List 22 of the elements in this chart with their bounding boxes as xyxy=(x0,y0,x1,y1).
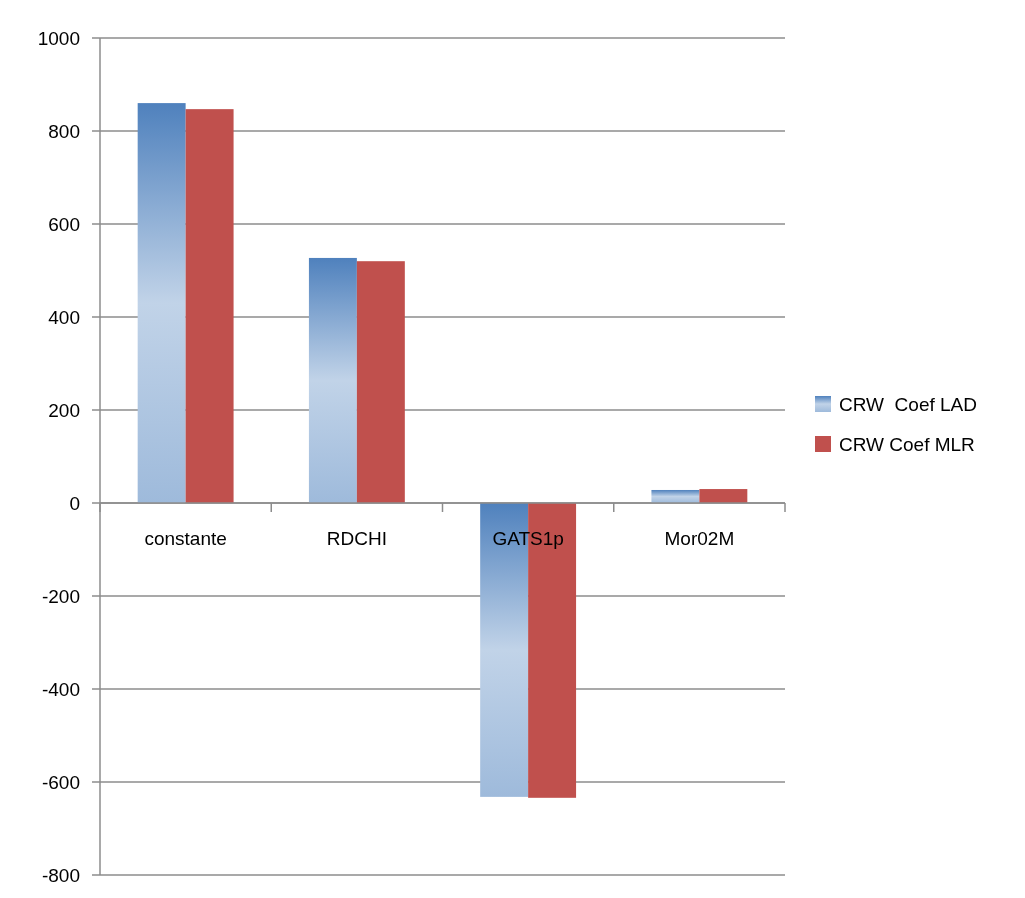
x-tick-label: RDCHI xyxy=(326,528,387,549)
y-tick-label: -200 xyxy=(41,585,80,607)
bar xyxy=(651,489,700,503)
bar xyxy=(185,109,234,503)
y-tick-label: 600 xyxy=(48,213,80,235)
legend-label: CRW Coef LAD xyxy=(839,393,977,415)
y-tick-label: 400 xyxy=(48,306,80,328)
y-tick-label: 200 xyxy=(48,399,80,421)
bar xyxy=(308,257,357,503)
y-tick-label: 1000 xyxy=(37,27,80,49)
y-tick-label: 800 xyxy=(48,120,80,142)
x-tick-label: constante xyxy=(144,528,227,549)
bar xyxy=(137,103,186,503)
y-tick-label: 0 xyxy=(69,492,80,514)
y-tick-label: -800 xyxy=(41,864,80,886)
x-tick-label: Mor02M xyxy=(664,528,735,549)
legend-label: CRW Coef MLR xyxy=(839,433,975,455)
x-tick-label: GATS1p xyxy=(492,528,564,549)
bar xyxy=(356,261,405,503)
y-tick-label: -400 xyxy=(41,678,80,700)
y-tick-label: -600 xyxy=(41,771,80,793)
bar xyxy=(699,489,748,503)
